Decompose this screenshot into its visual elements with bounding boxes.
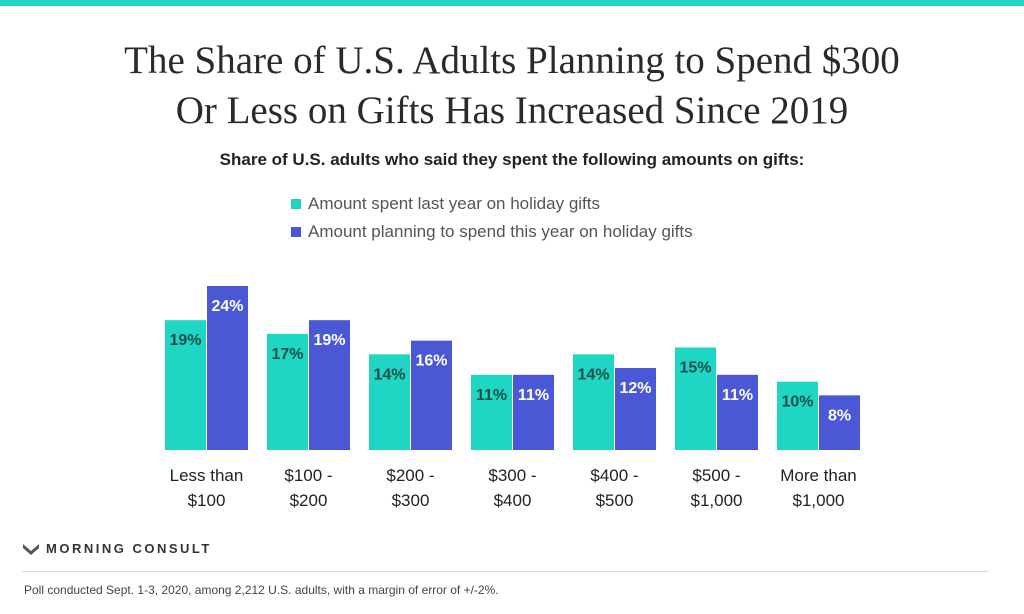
- data-label-this-year-4: 12%: [619, 380, 651, 397]
- category-label-0-line-1: $100: [188, 491, 226, 510]
- bar-this-year-5: [717, 374, 758, 450]
- data-label-last-year-1: 17%: [271, 346, 303, 363]
- morning-consult-logo: MORNING CONSULT: [22, 541, 212, 556]
- data-label-this-year-0: 24%: [211, 298, 243, 315]
- chart-title-line-1: The Share of U.S. Adults Planning to Spe…: [124, 39, 900, 82]
- bar-last-year-5: [675, 347, 716, 450]
- data-label-this-year-5: 11%: [722, 387, 753, 404]
- category-label-6-line-0: More than: [780, 466, 857, 485]
- data-label-last-year-3: 11%: [476, 387, 507, 404]
- category-label-2-line-1: $300: [392, 491, 430, 510]
- category-label-1-line-1: $200: [290, 491, 328, 510]
- category-label-2-line-0: $200 -: [386, 466, 434, 485]
- legend-item-this-year: Amount planning to spend this year on ho…: [291, 218, 693, 246]
- logo-text: MORNING CONSULT: [46, 541, 212, 556]
- category-label-5-line-0: $500 -: [692, 466, 740, 485]
- bar-this-year-4: [615, 368, 656, 450]
- chart-subtitle: Share of U.S. adults who said they spent…: [219, 150, 805, 169]
- data-label-this-year-2: 16%: [415, 353, 447, 370]
- legend-item-last-year: Amount spent last year on holiday gifts: [291, 190, 693, 218]
- data-label-this-year-6: 8%: [828, 407, 851, 424]
- bar-last-year-1: [267, 333, 308, 450]
- category-label-3-line-0: $300 -: [488, 466, 536, 485]
- data-label-this-year-3: 11%: [518, 387, 549, 404]
- data-label-last-year-5: 15%: [679, 360, 711, 377]
- legend-label-last-year: Amount spent last year on holiday gifts: [308, 194, 600, 213]
- category-label-1-line-0: $100 -: [284, 466, 332, 485]
- bar-this-year-2: [411, 340, 452, 450]
- legend-swatch-last-year: [291, 199, 301, 209]
- chart-title-line-2: Or Less on Gifts Has Increased Since 201…: [175, 89, 849, 132]
- category-label-4-line-1: $500: [596, 491, 634, 510]
- data-label-last-year-6: 10%: [781, 394, 813, 411]
- category-label-6-line-1: $1,000: [793, 491, 845, 510]
- footer-divider: [22, 571, 988, 572]
- legend-swatch-this-year: [291, 227, 301, 237]
- bar-this-year-1: [309, 320, 350, 450]
- data-label-last-year-2: 14%: [373, 366, 405, 383]
- bar-this-year-6: [819, 395, 860, 450]
- footnote: Poll conducted Sept. 1-3, 2020, among 2,…: [24, 583, 499, 597]
- category-label-4-line-0: $400 -: [590, 466, 638, 485]
- legend-label-this-year: Amount planning to spend this year on ho…: [308, 222, 693, 241]
- bar-this-year-0: [207, 286, 248, 450]
- chart-title: The Share of U.S. Adults Planning to Spe…: [0, 36, 1024, 136]
- bar-this-year-3: [513, 374, 554, 450]
- data-label-this-year-1: 19%: [313, 332, 345, 349]
- bar-last-year-3: [471, 374, 512, 450]
- category-label-3-line-1: $400: [494, 491, 532, 510]
- category-label-5-line-1: $1,000: [691, 491, 743, 510]
- data-label-last-year-4: 14%: [577, 366, 609, 383]
- bar-last-year-4: [573, 354, 614, 450]
- bar-last-year-0: [165, 320, 206, 450]
- morning-consult-logo-icon: [23, 543, 39, 555]
- bar-last-year-2: [369, 354, 410, 450]
- bar-last-year-6: [777, 381, 818, 450]
- data-label-last-year-0: 19%: [169, 332, 201, 349]
- legend: Amount spent last year on holiday gifts …: [291, 190, 693, 246]
- top-accent-bar: [0, 0, 1024, 6]
- category-label-0-line-0: Less than: [170, 466, 244, 485]
